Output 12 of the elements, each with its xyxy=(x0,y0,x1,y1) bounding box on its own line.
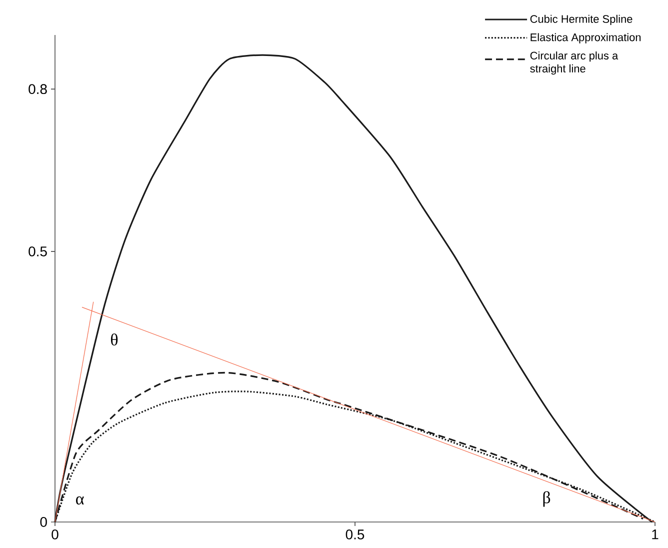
annotation: β xyxy=(543,491,550,507)
legend-label: Cubic Hermite Spline xyxy=(530,14,632,26)
y-tick-label: 0.8 xyxy=(28,84,47,94)
legend-label: Circular arc plus a straight line xyxy=(530,51,618,75)
x-tick-label: 1 xyxy=(652,530,658,540)
y-tick-label: 0.5 xyxy=(28,246,47,256)
annotation: θ xyxy=(110,333,118,346)
x-tick-label: 0.5 xyxy=(346,530,364,540)
legend-label: Elastica Approximation xyxy=(530,33,641,44)
x-tick-label: 0 xyxy=(52,530,58,540)
annotation: α xyxy=(76,496,84,505)
y-tick-label: 0 xyxy=(40,517,47,527)
